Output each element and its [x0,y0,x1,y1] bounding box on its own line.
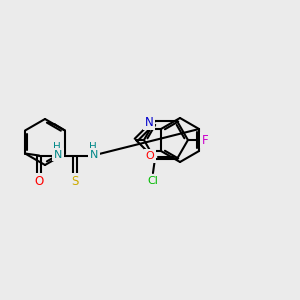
Text: F: F [202,134,208,146]
Text: O: O [34,175,44,188]
Text: H: H [89,142,97,152]
Text: O: O [146,151,154,161]
Text: N: N [145,116,153,128]
Text: Cl: Cl [148,176,158,186]
Text: N: N [54,149,62,160]
Text: S: S [71,175,79,188]
Text: H: H [53,142,61,152]
Text: N: N [90,149,98,160]
